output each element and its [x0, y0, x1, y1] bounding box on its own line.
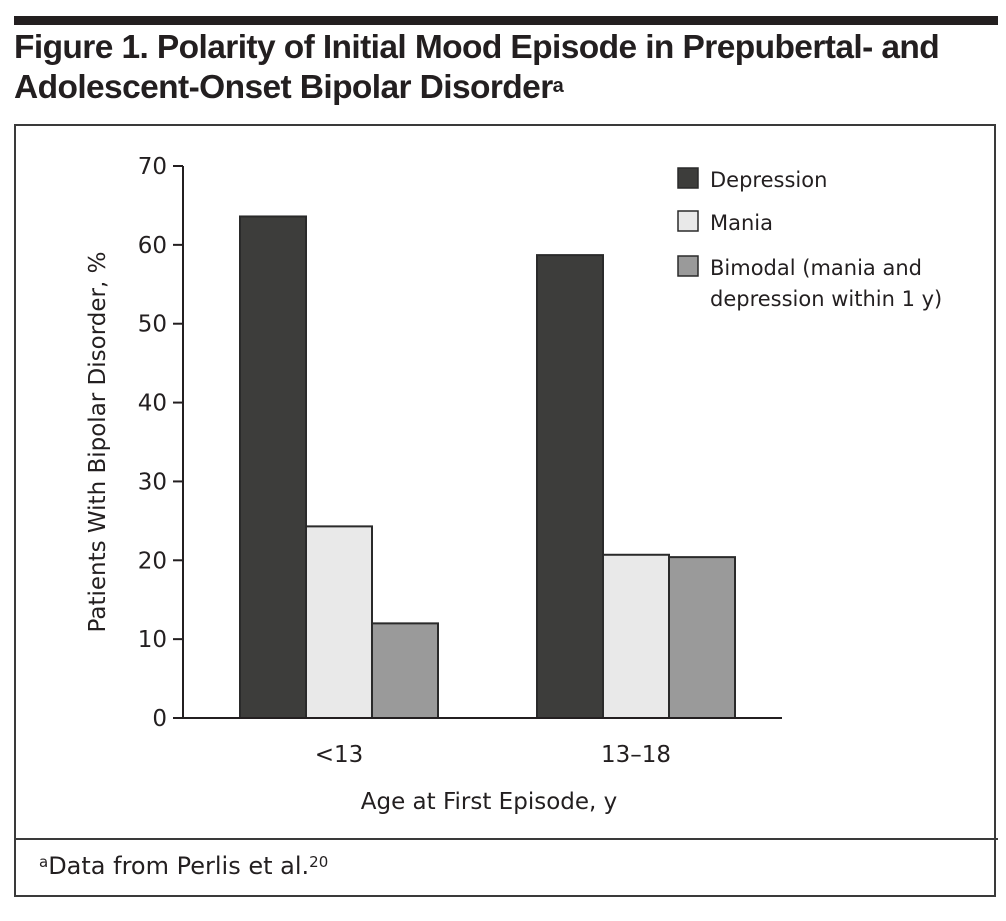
legend: Depression Mania Bimodal (mania and depress… — [677, 167, 942, 311]
legend-label: Mania — [710, 211, 773, 235]
y-tick-label: 40 — [138, 391, 167, 417]
figure-frame — [14, 124, 996, 897]
bar-depression — [536, 254, 604, 719]
bars — [239, 215, 736, 719]
footnote-reference: 20 — [309, 853, 329, 871]
figure-title: Figure 1. Polarity of Initial Mood Episo… — [14, 28, 1004, 108]
x-axis: <13 13–18 — [173, 717, 782, 768]
y-tick-label: 50 — [138, 312, 167, 338]
bar-depression — [239, 215, 307, 719]
legend-swatch — [677, 210, 699, 232]
title-footnote-marker: a — [552, 75, 564, 97]
footnote-divider — [14, 838, 998, 840]
legend-swatch — [677, 167, 699, 189]
bar-bimodal — [371, 622, 439, 719]
bar-mania — [602, 553, 670, 719]
legend-swatch — [677, 255, 699, 277]
y-axis: 0 10 20 30 40 50 60 70 — [138, 154, 184, 732]
y-tick-label: 10 — [138, 627, 167, 653]
title-rule — [14, 16, 998, 25]
y-tick-label: 30 — [138, 469, 167, 495]
x-axis-label: Age at First Episode, y — [361, 789, 618, 815]
figure-title-text: Figure 1. Polarity of Initial Mood Episo… — [14, 29, 940, 106]
footnote: aData from Perlis et al.20 — [39, 846, 328, 886]
legend-label: Bimodal (mania and — [710, 256, 922, 280]
y-tick-label: 0 — [152, 706, 167, 732]
legend-label: depression within 1 y) — [710, 287, 942, 311]
bar-bimodal — [668, 556, 736, 719]
x-tick-label: <13 — [315, 742, 364, 768]
bar-mania — [305, 525, 373, 719]
footnote-text: Data from Perlis et al. — [48, 852, 310, 880]
legend-label: Depression — [710, 168, 827, 192]
y-axis-label: Patients With Bipolar Disorder, % — [85, 252, 111, 633]
y-tick-label: 70 — [138, 154, 167, 180]
y-tick-label: 20 — [138, 548, 167, 574]
y-tick-label: 60 — [138, 233, 167, 259]
footnote-marker: a — [39, 853, 49, 871]
x-tick-label: 13–18 — [601, 742, 671, 768]
